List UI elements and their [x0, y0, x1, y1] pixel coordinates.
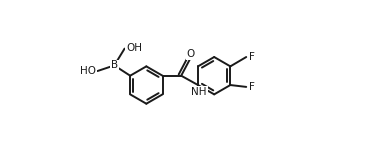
Text: O: O [186, 49, 195, 59]
Text: B: B [111, 60, 118, 70]
Text: NH: NH [191, 87, 207, 97]
Text: OH: OH [126, 43, 142, 53]
Text: F: F [249, 82, 255, 92]
Text: F: F [249, 52, 255, 62]
Text: HO: HO [80, 66, 96, 76]
